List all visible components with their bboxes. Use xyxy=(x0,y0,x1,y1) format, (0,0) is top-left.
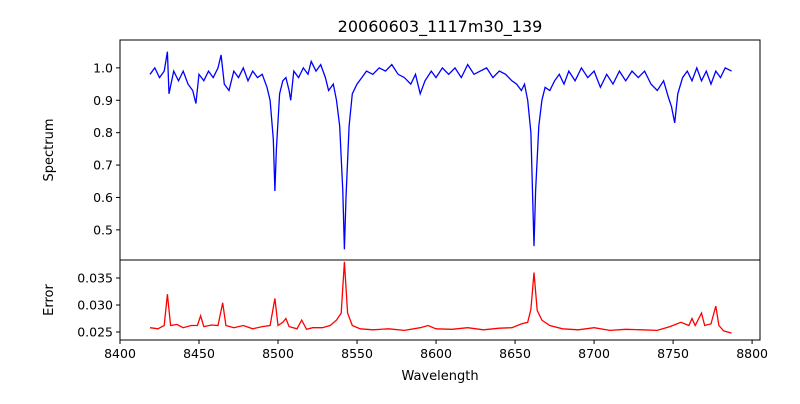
x-tick-label: 8550 xyxy=(341,346,373,361)
spectrum-y-tick-label: 0.8 xyxy=(93,125,113,140)
error-y-tick-label: 0.035 xyxy=(77,270,113,285)
error-axes-frame xyxy=(119,259,761,341)
error-y-tick-label: 0.025 xyxy=(77,325,113,340)
x-tick-label: 8650 xyxy=(499,346,531,361)
spectrum-y-tick-label: 0.9 xyxy=(93,93,113,108)
x-tick-label: 8500 xyxy=(262,346,294,361)
x-tick-label: 8800 xyxy=(736,346,768,361)
x-tick-label: 8600 xyxy=(420,346,452,361)
error-y-label: Error xyxy=(42,284,57,316)
spectrum-y-tick-label: 1.0 xyxy=(93,60,113,75)
chart-title: 20060603_1117m30_139 xyxy=(338,17,543,37)
x-tick-label: 8700 xyxy=(578,346,610,361)
error-line xyxy=(149,261,732,334)
spectrum-line xyxy=(149,51,732,250)
error-y-tick-label: 0.030 xyxy=(77,297,113,312)
x-tick-label: 8750 xyxy=(657,346,689,361)
x-axis-label: Wavelength xyxy=(401,369,478,384)
error-panel: 0.025 0.030 0.035 8400 8450 8500 8550 8600 8650 8… xyxy=(77,259,768,361)
x-tick-label: 8400 xyxy=(104,346,136,361)
spectrum-y-tick-label: 0.7 xyxy=(93,158,113,173)
x-tick-label: 8450 xyxy=(183,346,215,361)
spectrum-y-tick-label: 0.6 xyxy=(93,190,113,205)
spectrum-y-label: Spectrum xyxy=(42,119,57,182)
spectrum-y-tick-label: 0.5 xyxy=(93,222,113,237)
